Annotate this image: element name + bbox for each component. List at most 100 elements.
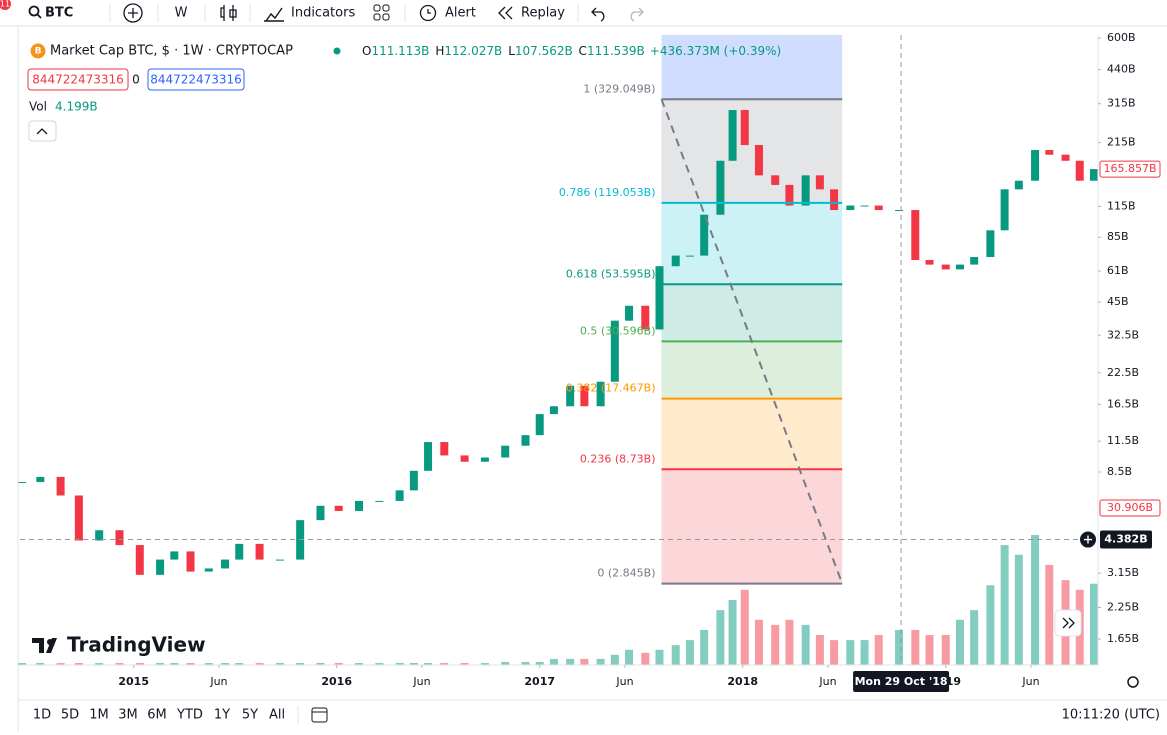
volume-bar [771,624,780,665]
volume-bar [728,599,737,665]
range-button[interactable]: 6M [147,708,167,723]
fib-label: 0.786 (119.053B) [559,186,656,199]
y-tick-label: 22.5B [1107,366,1139,379]
volume-bar [221,662,230,665]
candle [334,505,343,511]
range-button[interactable]: 1Y [214,708,230,723]
volume-bar [36,662,45,665]
y-tick-label: 1.65B [1107,632,1139,645]
fib-label: 0.382 (17.467B) [566,382,656,395]
range-button[interactable]: YTD [176,708,203,723]
y-tick-label: 215B [1107,136,1136,149]
candle [460,455,469,462]
y-tick-label: 85B [1107,230,1129,243]
ohlc-value: 112.027B [444,44,502,58]
volume-bar [830,640,839,665]
volume-bar [860,640,869,665]
candle [95,530,104,541]
volume-bar [566,658,575,665]
candle [135,545,144,575]
crosshair-time-box [853,671,950,692]
volume-bar [56,662,65,665]
search-icon[interactable] [28,5,40,17]
volume-bar [18,662,27,665]
collapse-button[interactable] [28,120,57,142]
x-tick-label: Jun [615,675,633,688]
undo-button[interactable] [591,7,605,22]
volume-bar [1089,583,1098,665]
volume-bar [970,610,979,665]
ohlc: O111.113B H112.027B L107.562B C111.539B +436… [362,44,781,58]
date-range-button[interactable] [311,707,328,723]
x-tick-label: 2018 [727,675,758,688]
candle [549,406,558,415]
add-symbol-icon [128,8,138,18]
volume-bar [1045,564,1054,665]
volume-bar [801,624,810,665]
volume-bar [440,662,449,665]
range-button[interactable]: 5D [61,708,79,723]
candle [18,482,27,484]
candle [275,559,284,561]
add-symbol-button[interactable] [123,3,143,23]
interval-button[interactable]: W [175,6,188,21]
candle [535,414,544,436]
volume-bar [700,629,709,665]
alert-button[interactable]: Alert [445,6,476,21]
ohlc-key: L [508,44,515,58]
input-box[interactable] [27,68,129,91]
candle [501,445,510,458]
volume-bar [895,629,904,665]
volume-bar [235,662,244,665]
y-tick-label: 61B [1107,264,1129,277]
replay-button[interactable]: Replay [521,6,565,21]
y-tick-label: 440B [1107,63,1136,76]
range-button[interactable]: 5Y [242,708,258,723]
fib-label: 0.236 (8.73B) [580,452,656,465]
volume-bar [74,662,83,665]
redo-button[interactable] [630,7,644,22]
range-button[interactable]: 1D [33,708,51,723]
volume-bar [1014,554,1023,665]
input-box[interactable] [147,68,245,91]
input-value: 844722473316 [32,73,124,87]
chart-type-button[interactable] [220,5,237,21]
range-button[interactable]: All [269,708,285,723]
candle [186,551,195,572]
candle [728,110,737,161]
indicators-button[interactable]: Indicators [291,6,355,21]
x-tick-label: Jun [1021,675,1039,688]
volume-bar [535,661,544,665]
x-tick-label: Jun [818,675,836,688]
badge [0,0,11,10]
fib-label: 0.5 (30.596B) [580,324,656,337]
candle [580,385,589,407]
candle [641,305,650,330]
range-button[interactable]: 1M [89,708,109,723]
volume-bar [941,635,950,665]
y-tick-label: 115B [1107,199,1136,212]
volume-bar [156,662,165,665]
volume-bar [716,610,725,665]
candle [955,264,964,270]
symbol[interactable]: BTC [45,6,73,21]
watermark: TradingView [32,633,206,657]
collapse-icon [36,128,48,135]
y-tick-label: 2.25B [1107,600,1139,613]
volume-bar [596,658,605,665]
volume-bar [986,585,995,665]
volume-bar [610,654,619,665]
volume-bar [911,629,920,665]
candle [1061,154,1070,161]
candle [409,470,418,491]
candle [375,500,384,502]
volume-bar [874,635,883,665]
fib-label: 1 (329.049B) [583,82,655,95]
ohlc-value: 107.562B [515,44,573,58]
watermark-logo [47,639,53,645]
volume-bar [135,662,144,665]
layout-button[interactable] [373,4,390,21]
range-button[interactable]: 3M [118,708,138,723]
layout-icon [373,13,381,21]
settings-button[interactable] [1127,676,1139,688]
